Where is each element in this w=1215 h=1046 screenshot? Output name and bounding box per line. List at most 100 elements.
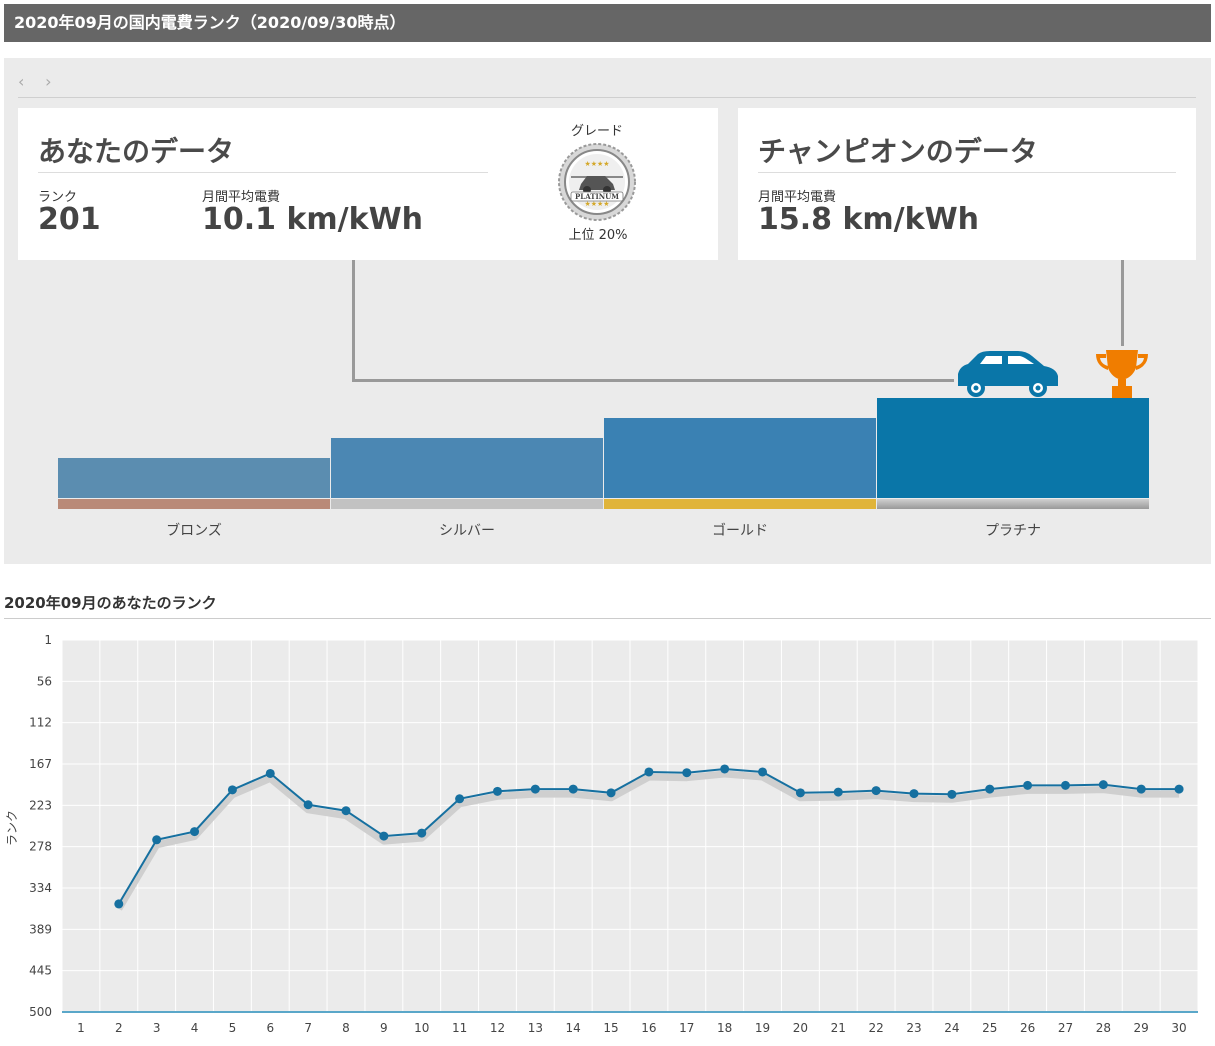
data-point[interactable]	[947, 789, 957, 799]
y-tick-label: 500	[29, 1005, 52, 1019]
platinum-badge-icon: ★★★★ ★★★★ PLATINUM	[558, 143, 636, 221]
divider	[758, 172, 1176, 173]
data-point[interactable]	[682, 768, 692, 778]
rank-label: ランク	[38, 190, 78, 205]
tier-bar-bronze	[58, 458, 330, 498]
data-point[interactable]	[644, 767, 654, 777]
your-data-heading: あなたのデータ	[38, 135, 235, 168]
x-tick-label: 30	[1171, 1021, 1186, 1035]
x-tick-label: 10	[414, 1021, 429, 1035]
tier-label-gold: ゴールド	[712, 523, 768, 539]
page-title: 2020年09月の国内電費ランク（2020/09/30時点）	[4, 4, 1211, 42]
tier-bar-platinum	[877, 398, 1149, 498]
data-point[interactable]	[530, 784, 540, 794]
data-point[interactable]	[455, 794, 465, 804]
champion-connector	[1121, 260, 1124, 346]
tier-strip-platinum	[877, 499, 1149, 509]
svg-text:★★★★: ★★★★	[584, 200, 609, 208]
x-tick-label: 11	[452, 1021, 467, 1035]
data-point[interactable]	[909, 789, 919, 799]
tier-bar-silver	[331, 438, 603, 498]
tier-bar-gold	[604, 418, 876, 498]
y-tick-label: 1	[44, 633, 52, 647]
data-point[interactable]	[1136, 784, 1146, 794]
data-point[interactable]	[303, 800, 313, 810]
x-tick-label: 13	[528, 1021, 543, 1035]
rank-panel: ‹ › あなたのデータ ランク 201 月間平均電費 10.1 km/kWh グ…	[4, 58, 1211, 564]
data-point[interactable]	[1174, 784, 1184, 794]
data-point[interactable]	[379, 831, 389, 841]
data-point[interactable]	[227, 785, 237, 795]
pager: ‹ ›	[18, 72, 67, 91]
y-tick-label: 56	[37, 674, 52, 688]
tier-label-silver: シルバー	[439, 523, 495, 539]
trophy-icon	[1096, 350, 1148, 398]
x-tick-label: 20	[793, 1021, 808, 1035]
data-point[interactable]	[492, 786, 502, 796]
data-point[interactable]	[606, 788, 616, 798]
y-tick-label: 389	[29, 922, 52, 936]
x-tick-label: 26	[1020, 1021, 1035, 1035]
data-point[interactable]	[341, 806, 351, 816]
next-arrow-icon[interactable]: ›	[45, 72, 52, 91]
divider	[4, 618, 1211, 619]
data-point[interactable]	[1023, 780, 1033, 790]
data-point[interactable]	[265, 768, 275, 778]
tier-strip-silver	[331, 499, 603, 509]
y-tick-label: 445	[29, 964, 52, 978]
champion-efficiency-label: 月間平均電費	[758, 190, 837, 205]
champion-data-card: チャンピオンのデータ 月間平均電費 15.8 km/kWh	[738, 108, 1196, 260]
your-efficiency-label: 月間平均電費	[202, 190, 281, 205]
y-tick-label: 167	[29, 757, 52, 771]
data-point[interactable]	[1060, 780, 1070, 790]
you-connector-horizontal	[352, 379, 954, 382]
data-point[interactable]	[152, 835, 162, 845]
data-point[interactable]	[568, 784, 578, 794]
y-tick-label: 334	[29, 881, 52, 895]
prev-arrow-icon[interactable]: ‹	[18, 72, 25, 91]
x-tick-label: 8	[342, 1021, 350, 1035]
data-point[interactable]	[833, 787, 843, 797]
data-point[interactable]	[190, 827, 200, 837]
y-tick-label: 112	[29, 716, 52, 730]
champion-heading: チャンピオンのデータ	[758, 135, 1038, 168]
data-point[interactable]	[417, 828, 427, 838]
x-tick-label: 22	[868, 1021, 883, 1035]
data-point[interactable]	[114, 899, 124, 909]
chart-title: 2020年09月のあなたのランク	[4, 594, 217, 612]
y-axis-label: ランク	[5, 810, 19, 846]
data-point[interactable]	[985, 784, 995, 794]
grade-badge-text: PLATINUM	[575, 192, 619, 201]
svg-text:★★★★: ★★★★	[584, 160, 609, 168]
champion-efficiency-value: 15.8 km/kWh	[758, 202, 980, 237]
x-tick-label: 2	[115, 1021, 123, 1035]
x-tick-label: 12	[490, 1021, 505, 1035]
data-point[interactable]	[795, 788, 805, 798]
x-tick-label: 21	[831, 1021, 846, 1035]
x-tick-label: 3	[153, 1021, 161, 1035]
x-tick-label: 14	[566, 1021, 581, 1035]
data-point[interactable]	[720, 764, 730, 774]
x-tick-label: 23	[906, 1021, 921, 1035]
car-icon	[958, 351, 1058, 397]
x-tick-label: 25	[982, 1021, 997, 1035]
x-tick-label: 4	[191, 1021, 199, 1035]
x-tick-label: 17	[679, 1021, 694, 1035]
x-tick-label: 24	[944, 1021, 959, 1035]
x-tick-label: 27	[1058, 1021, 1073, 1035]
data-point[interactable]	[758, 767, 768, 777]
you-connector-vertical	[352, 260, 355, 382]
x-tick-label: 28	[1096, 1021, 1111, 1035]
tier-strip-gold	[604, 499, 876, 509]
rank-value: 201	[38, 202, 101, 237]
your-data-card: あなたのデータ ランク 201 月間平均電費 10.1 km/kWh グレード …	[18, 108, 718, 260]
x-tick-label: 16	[641, 1021, 656, 1035]
data-point[interactable]	[1098, 780, 1108, 790]
grade-label: グレード	[570, 124, 623, 139]
data-point[interactable]	[871, 786, 881, 796]
series-shadow	[115, 770, 1180, 911]
x-tick-label: 19	[755, 1021, 770, 1035]
x-tick-label: 15	[603, 1021, 618, 1035]
y-tick-label: 223	[29, 798, 52, 812]
